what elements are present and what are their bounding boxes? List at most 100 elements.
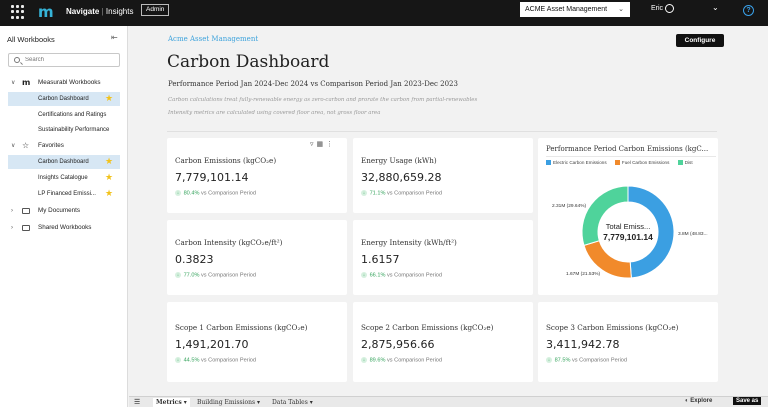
card-value: 32,880,659.28: [361, 171, 442, 184]
star-icon[interactable]: ★: [105, 93, 114, 103]
card-title: Carbon Emissions (kgCO₂e): [175, 156, 277, 165]
legend-item-fuel[interactable]: Fuel Carbon Emissions: [614, 160, 669, 166]
metric-card-scope3[interactable]: Scope 3 Carbon Emissions (kgCO₂e) 3,411,…: [538, 302, 718, 382]
metric-card-scope2[interactable]: Scope 2 Carbon Emissions (kgCO₂e) 2,875,…: [353, 302, 533, 382]
sidebar-item-label: LP Financed Emissi...: [38, 191, 96, 197]
card-title: Scope 1 Carbon Emissions (kgCO₂e): [175, 323, 308, 332]
explore-button[interactable]: ◐ Explore: [685, 398, 712, 404]
sidebar-item-lp-financed[interactable]: LP Financed Emissi... ★: [8, 187, 120, 201]
arrow-down-icon: ↓: [361, 357, 367, 363]
arrow-down-icon: ↓: [175, 272, 181, 278]
sidebar-item-label: Carbon Dashboard: [38, 159, 89, 165]
donut-chart: Total Emiss... 7,779,101.14 3.8M (48.83.…: [552, 185, 708, 279]
delta-label: vs Comparison Period: [387, 190, 443, 197]
sidebar-item-favorite-carbon-dashboard[interactable]: Carbon Dashboard ★: [8, 155, 120, 169]
org-select[interactable]: ACME Asset Management ⌄: [520, 2, 630, 17]
emissions-donut-card[interactable]: Performance Period Carbon Emissions (kgC…: [538, 138, 718, 295]
collapse-sidebar-icon[interactable]: ⇤: [111, 33, 118, 42]
measurabl-logo[interactable]: m: [38, 3, 54, 21]
sidebar-item-carbon-dashboard[interactable]: Carbon Dashboard ★: [8, 92, 120, 106]
metric-card-scope1[interactable]: Scope 1 Carbon Emissions (kgCO₂e) 1,491,…: [167, 302, 347, 382]
group-label: My Documents: [38, 207, 80, 214]
tab-label: Building Emissions: [197, 399, 256, 406]
workbook-sidebar: All Workbooks ⇤ ∨ m Measurabl Workbooks …: [0, 26, 128, 407]
slice-label-electric: 3.8M (48.83...: [678, 231, 708, 237]
slice-label-fuel: 1.67M (21.53%): [566, 271, 601, 277]
metric-card-energy-usage[interactable]: Energy Usage (kWh) 32,880,659.28 ↓ 71.1%…: [353, 138, 533, 213]
product-name: Insights: [105, 7, 134, 16]
legend-item-dist[interactable]: Dist: [677, 160, 693, 166]
sidebar-item-certifications[interactable]: Certifications and Ratings: [8, 108, 120, 122]
note-text-2: Intensity metrics are calculated using c…: [168, 110, 381, 116]
card-value: 1.6157: [361, 253, 400, 266]
menu-icon[interactable]: ☰: [134, 399, 141, 406]
group-measurabl-workbooks[interactable]: ∨ m Measurabl Workbooks: [8, 76, 120, 90]
arrow-down-icon: ↓: [361, 190, 367, 196]
explore-icon: ◐: [685, 398, 689, 404]
delta-label: vs Comparison Period: [201, 190, 257, 197]
group-shared-workbooks[interactable]: › Shared Workbooks: [8, 221, 120, 235]
sidebar-search[interactable]: [8, 53, 120, 67]
delta-label: vs Comparison Period: [572, 357, 628, 364]
tab-data-tables[interactable]: Data Tables ▾: [272, 399, 313, 406]
user-icon[interactable]: [665, 4, 674, 13]
arrow-down-icon: ↓: [175, 190, 181, 196]
org-link[interactable]: Acme Asset Management: [168, 35, 259, 43]
card-delta: ↓ 44.5% vs Comparison Period: [175, 357, 256, 363]
slice-label-dist: 2.31M (29.64%): [552, 203, 587, 209]
donut-slice-dist[interactable]: [581, 185, 629, 246]
page-title: Carbon Dashboard: [167, 52, 330, 72]
star-icon[interactable]: ★: [105, 188, 114, 198]
sidebar-item-sustainability[interactable]: Sustainability Performance: [8, 123, 120, 137]
delta-label: vs Comparison Period: [387, 357, 443, 364]
legend-label: Electric Carbon Emissions: [553, 160, 607, 165]
brand-name: Navigate: [66, 7, 100, 16]
help-icon[interactable]: ?: [743, 5, 754, 16]
more-icon[interactable]: ⋮: [326, 141, 334, 148]
delta-label: vs Comparison Period: [201, 357, 257, 364]
user-menu-chevron-icon[interactable]: ⌄: [712, 3, 719, 12]
app-grid-icon[interactable]: [11, 5, 25, 19]
chevron-down-icon: ⌄: [618, 6, 624, 13]
admin-badge[interactable]: Admin: [141, 4, 170, 16]
arrow-down-icon: ↓: [361, 272, 367, 278]
bottom-tab-bar: ☰ Metrics ▾ Building Emissions ▾ Data Ta…: [129, 396, 768, 407]
delta-percent: 71.1%: [369, 190, 386, 197]
legend-swatch: [546, 160, 551, 166]
shared-folder-icon: [22, 225, 30, 231]
card-delta: ↓ 66.1% vs Comparison Period: [361, 272, 442, 278]
delta-percent: 44.5%: [183, 357, 200, 364]
save-as-button[interactable]: Save as: [733, 397, 762, 405]
card-delta: ↓ 80.4% vs Comparison Period: [175, 190, 256, 196]
configure-button[interactable]: Configure: [676, 34, 724, 47]
card-value: 0.3823: [175, 253, 214, 266]
user-name[interactable]: Eric: [651, 5, 664, 12]
table-icon[interactable]: ▦: [316, 141, 324, 148]
sidebar-item-insights-catalogue[interactable]: Insights Catalogue ★: [8, 171, 120, 185]
group-favorites[interactable]: ∨ ☆ Favorites: [8, 139, 120, 153]
delta-percent: 89.6%: [369, 357, 386, 364]
metric-card-carbon-intensity[interactable]: Carbon Intensity (kgCO₂e/ft²) 0.3823 ↓ 7…: [167, 220, 347, 295]
folder-icon: [22, 208, 30, 214]
star-icon[interactable]: ★: [105, 172, 114, 182]
card-delta: ↓ 87.5% vs Comparison Period: [546, 357, 627, 363]
metric-card-carbon-emissions[interactable]: ▿ ▦ ⋮ Carbon Emissions (kgCO₂e) 7,779,101.…: [167, 138, 347, 213]
star-icon[interactable]: ★: [105, 156, 114, 166]
legend-item-electric[interactable]: Electric Carbon Emissions: [546, 160, 607, 166]
group-my-documents[interactable]: › My Documents: [8, 204, 120, 218]
delta-percent: 87.5%: [554, 357, 571, 364]
tab-building-emissions[interactable]: Building Emissions ▾: [197, 399, 261, 406]
caret-down-icon: ∨: [11, 143, 16, 149]
chart-divider: [546, 156, 716, 157]
tab-metrics[interactable]: Metrics ▾: [153, 398, 190, 407]
delta-percent: 80.4%: [183, 190, 200, 197]
arrow-down-icon: ↓: [175, 357, 181, 363]
metric-card-energy-intensity[interactable]: Energy Intensity (kWh/ft²) 1.6157 ↓ 66.1…: [353, 220, 533, 295]
search-input[interactable]: [25, 55, 115, 65]
dashboard-main: Acme Asset Management Configure Carbon D…: [129, 26, 768, 396]
filter-icon[interactable]: ▿: [310, 141, 314, 148]
top-bar: m Navigate | Insights Admin ACME Asset M…: [0, 0, 768, 26]
tab-label: Metrics: [156, 399, 182, 406]
card-title: Energy Usage (kWh): [361, 156, 437, 165]
search-icon: [14, 57, 20, 63]
